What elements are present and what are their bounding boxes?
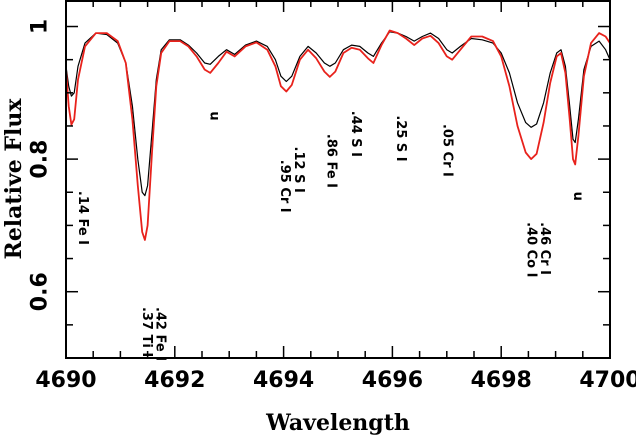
ann-25-s-i: .25 S I	[393, 115, 408, 161]
series-line-1	[65, 31, 611, 197]
series-layer	[65, 29, 611, 241]
annotation-layer: .14 Fe I .42 Fe I.37 Ti I u .12 S I.95 Cr I…	[75, 111, 585, 361]
y-tick-label: 1	[28, 19, 53, 34]
ann-12-s-i: .12 S I	[291, 147, 306, 193]
series-line-2	[65, 29, 611, 241]
y-tick-label: 0.8	[28, 140, 53, 179]
x-tick-label: 4700	[579, 368, 636, 393]
y-axis-title: Relative Flux	[1, 98, 27, 260]
x-tick-label: 4690	[35, 368, 96, 393]
ann-44-s-i: .44 S I	[348, 111, 363, 157]
x-axis: 4690 4692 4694 4696 4698 4700	[35, 0, 636, 393]
ann-37-ti-i: .37 Ti I	[139, 307, 154, 357]
ann-46-cr-i: .46 Cr I	[537, 222, 552, 275]
ann-42-fe-i: .42 Fe I	[153, 307, 168, 361]
x-tick-label: 4692	[144, 368, 205, 393]
x-tick-label: 4696	[362, 368, 423, 393]
x-tick-label: 4698	[471, 368, 532, 393]
ann-u-2: u	[570, 192, 585, 201]
ann-05-cr-i: .05 Cr I	[439, 124, 454, 177]
ann-86-fe-i: .86 Fe I	[323, 134, 338, 188]
y-axis: 0.6 0.8 1	[28, 19, 610, 359]
ann-40-co-i: .40 Co I	[524, 222, 539, 277]
x-tick-label: 4694	[253, 368, 314, 393]
y-tick-label: 0.6	[28, 272, 53, 311]
x-axis-title: Wavelength	[265, 410, 410, 436]
ann-95-cr-i: .95 Cr I	[277, 160, 292, 213]
ann-14-fe-i: .14 Fe I	[75, 191, 90, 245]
ann-u-1: u	[206, 111, 221, 120]
